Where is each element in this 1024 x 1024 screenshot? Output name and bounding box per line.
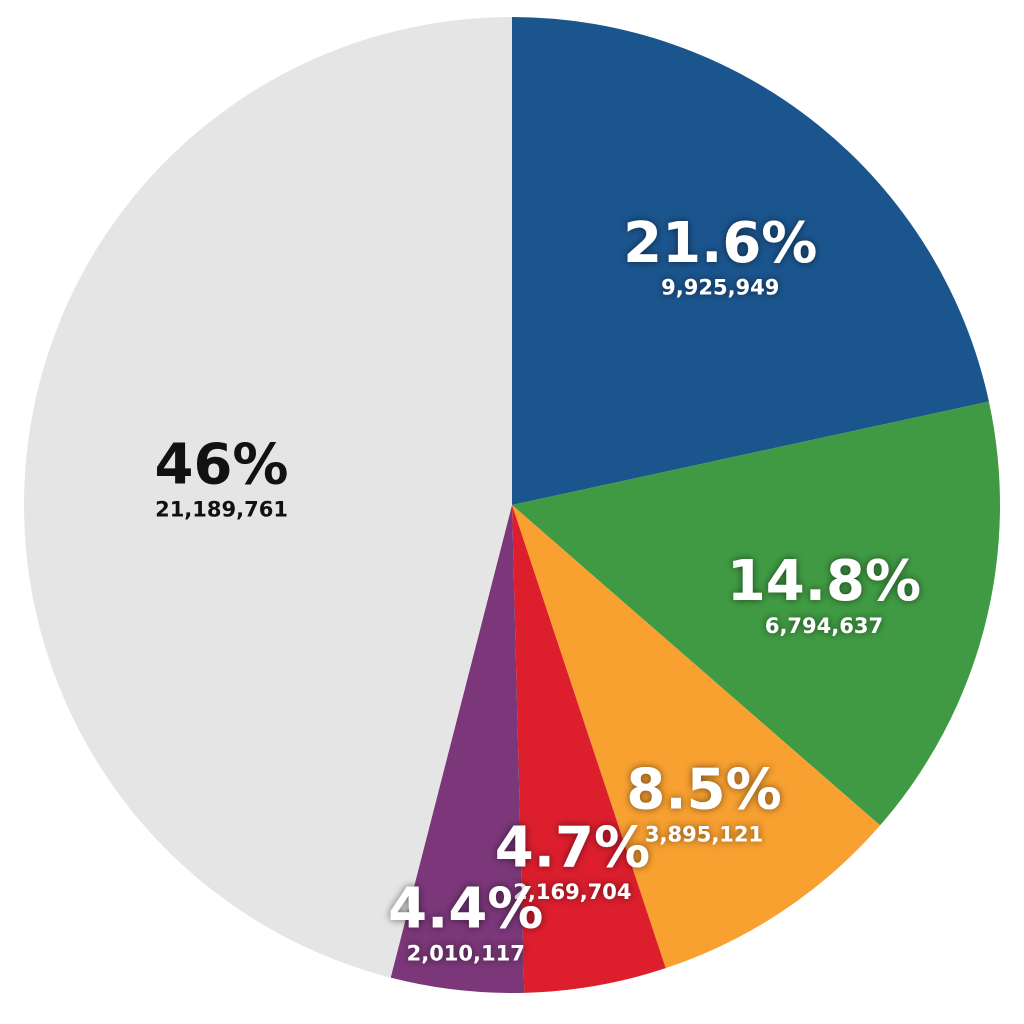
percent-label: 46% bbox=[154, 432, 288, 497]
percent-label: 4.7% bbox=[495, 815, 650, 880]
percent-label: 8.5% bbox=[626, 758, 781, 823]
pie-slice bbox=[512, 17, 989, 505]
count-label: 21,189,761 bbox=[155, 497, 288, 521]
pie-slice bbox=[512, 505, 666, 993]
pie-slice bbox=[390, 505, 525, 993]
percent-label: 14.8% bbox=[727, 549, 921, 614]
pie-slice bbox=[512, 401, 1001, 826]
count-label: 9,925,949 bbox=[661, 276, 779, 300]
percent-label: 4.4% bbox=[388, 876, 543, 941]
count-label: 2,169,704 bbox=[513, 880, 631, 904]
pie-slice bbox=[24, 17, 513, 978]
count-label: 3,895,121 bbox=[645, 822, 763, 846]
percent-label: 21.6% bbox=[623, 211, 817, 276]
pie-slice bbox=[512, 505, 881, 969]
count-label: 2,010,117 bbox=[407, 941, 525, 965]
count-label: 6,794,637 bbox=[765, 614, 883, 638]
